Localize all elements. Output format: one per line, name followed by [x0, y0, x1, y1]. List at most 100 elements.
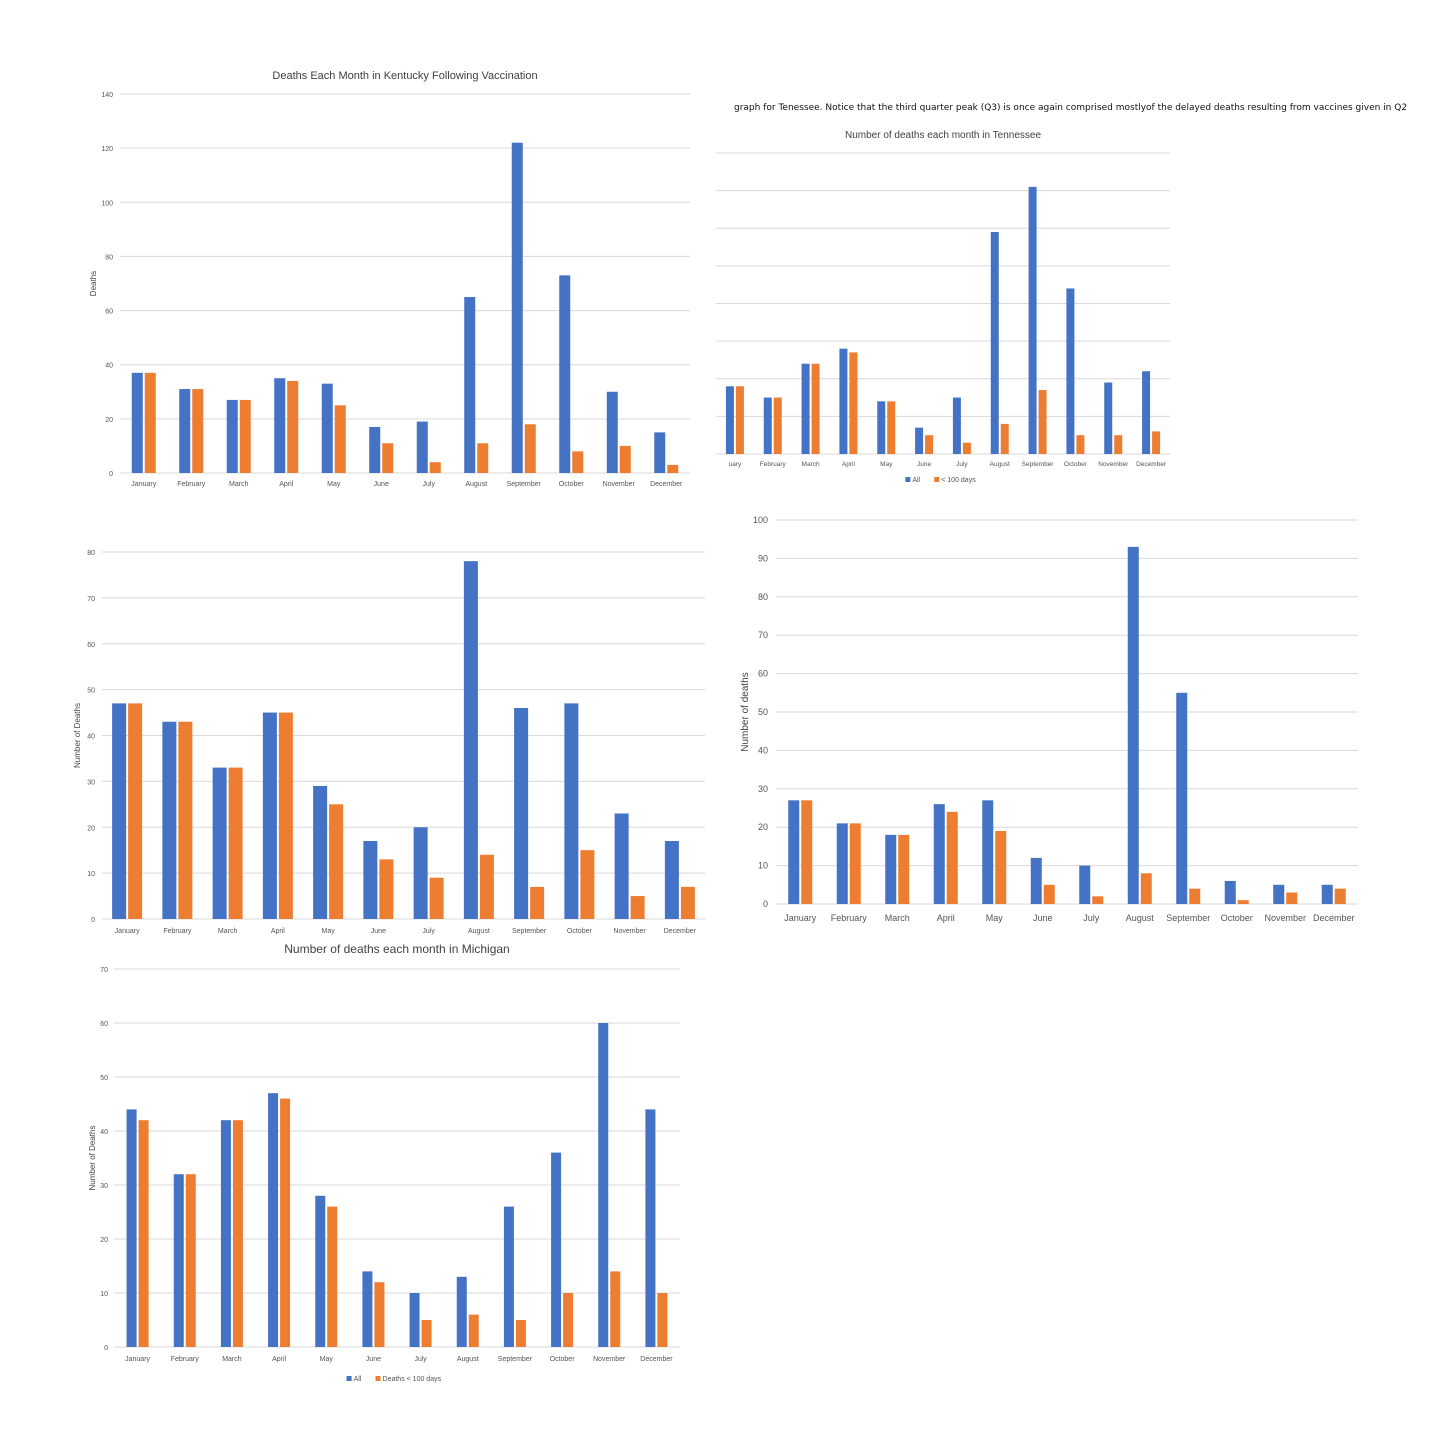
bar-recent	[128, 703, 143, 919]
bar-recent	[138, 1120, 149, 1347]
bar-all	[162, 721, 177, 919]
x-tick-label: February	[163, 928, 192, 935]
x-tick-label: September	[507, 481, 542, 488]
bar-recent	[773, 397, 782, 454]
y-tick-label: 50	[758, 707, 768, 717]
bar-all	[564, 703, 579, 919]
x-tick-label: April	[937, 913, 955, 923]
legend-swatch	[934, 477, 940, 482]
bar-recent	[630, 896, 645, 919]
bar-all	[645, 1109, 656, 1347]
x-tick-label: December	[640, 1356, 673, 1363]
y-tick-label: 40	[87, 734, 95, 741]
bar-all	[725, 386, 734, 454]
bar-all	[463, 561, 478, 919]
x-tick-label: October	[1064, 461, 1088, 468]
bar-all	[179, 389, 191, 473]
bar-all	[1176, 692, 1188, 904]
bar-all	[559, 275, 571, 473]
bar-recent	[1043, 884, 1055, 904]
bar-recent	[849, 823, 861, 904]
bar-all	[1104, 382, 1113, 454]
x-tick-label: December	[664, 928, 697, 935]
y-tick-label: 100	[101, 200, 113, 207]
bar-recent	[429, 877, 444, 919]
kentucky-chart: Deaths Each Month in Kentucky Following …	[89, 70, 690, 488]
x-tick-label: December	[650, 481, 683, 488]
y-tick-label: 20	[105, 417, 113, 424]
x-tick-label: March	[218, 928, 238, 935]
x-tick-label: November	[593, 1356, 626, 1363]
chart-title: Deaths Each Month in Kentucky Following …	[272, 70, 537, 82]
x-tick-label: November	[613, 928, 646, 935]
x-tick-label: May	[322, 928, 336, 935]
x-tick-label: November	[1264, 913, 1306, 923]
bar-recent	[1152, 431, 1161, 454]
bar-recent	[610, 1271, 621, 1347]
bar-recent	[382, 443, 394, 473]
bar-all	[614, 813, 629, 919]
bar-recent	[479, 854, 494, 919]
bar-all	[1028, 186, 1037, 455]
bar-recent	[524, 424, 536, 473]
x-tick-label: March	[229, 481, 249, 488]
bar-recent	[962, 442, 971, 454]
y-tick-label: 30	[100, 1183, 108, 1190]
bar-all	[268, 1093, 279, 1347]
bar-all	[416, 421, 428, 473]
y-tick-label: 50	[87, 688, 95, 695]
bar-recent	[1092, 896, 1104, 904]
bar-recent	[468, 1314, 479, 1347]
bar-recent	[887, 401, 896, 454]
bar-recent	[657, 1293, 668, 1347]
bar-all	[952, 397, 961, 454]
bar-all	[1142, 371, 1151, 454]
y-tick-label: 140	[101, 92, 113, 99]
bar-all	[598, 1023, 609, 1347]
bar-all	[131, 372, 143, 473]
bar-all	[173, 1174, 184, 1347]
y-tick-label: 70	[758, 630, 768, 640]
bar-all	[112, 703, 127, 919]
y-tick-label: 80	[105, 254, 113, 261]
bar-all	[839, 348, 848, 454]
x-tick-label: September	[1022, 461, 1055, 468]
y-tick-label: 0	[91, 917, 95, 924]
x-tick-label: March	[885, 913, 910, 923]
bar-recent	[1334, 888, 1346, 904]
x-tick-label: February	[177, 481, 206, 488]
x-tick-label: April	[271, 928, 285, 935]
bar-recent	[239, 399, 251, 473]
bar-all	[885, 834, 897, 904]
bar-all	[362, 1271, 373, 1347]
x-tick-label: October	[1221, 913, 1253, 923]
legend-swatch	[905, 477, 911, 482]
bar-recent	[287, 380, 299, 473]
bar-all	[226, 399, 238, 473]
bar-all	[788, 800, 800, 904]
bar-recent	[619, 445, 631, 473]
bar-all	[1321, 884, 1333, 904]
x-tick-label: April	[272, 1356, 286, 1363]
bar-recent	[530, 886, 545, 919]
x-tick-label: June	[1033, 913, 1053, 923]
y-tick-label: 80	[87, 550, 95, 557]
x-tick-label: August	[468, 928, 490, 935]
y-tick-label: 10	[100, 1291, 108, 1298]
y-tick-label: 30	[87, 779, 95, 786]
x-tick-label: uary	[729, 461, 742, 468]
bar-recent	[563, 1293, 574, 1347]
bar-all	[1273, 884, 1285, 904]
bar-all	[321, 383, 333, 473]
bar-all	[1030, 857, 1042, 904]
bar-recent	[925, 435, 934, 454]
bar-all	[1066, 288, 1075, 454]
x-tick-label: October	[550, 1356, 576, 1363]
bar-recent	[580, 850, 595, 919]
bar-recent	[334, 405, 346, 473]
legend-swatch	[346, 1376, 352, 1381]
bar-recent	[1140, 873, 1152, 904]
bar-all	[763, 397, 772, 454]
y-axis-label: Deaths	[89, 271, 98, 296]
x-tick-label: April	[279, 481, 293, 488]
